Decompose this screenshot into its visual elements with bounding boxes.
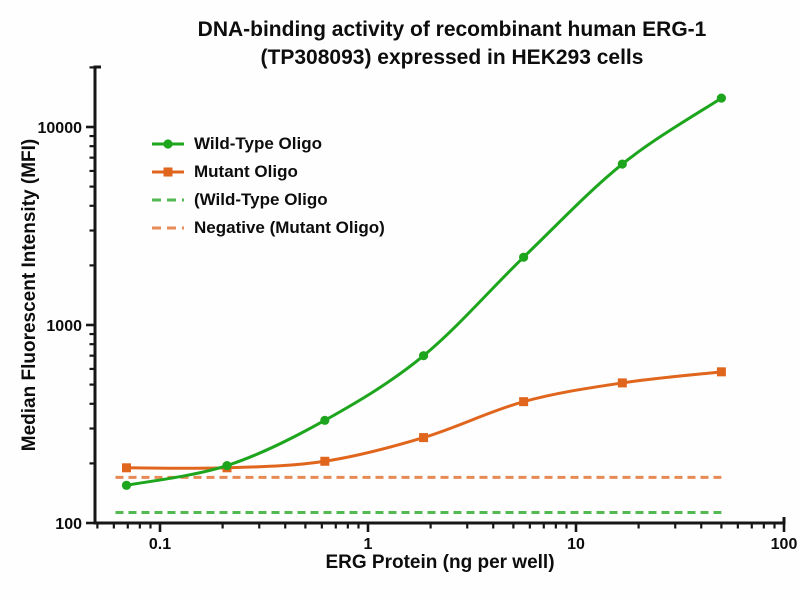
y-tick-label: 100 <box>55 516 82 533</box>
y-axis-title: Median Fluorescent Intensity (MFI) <box>19 138 40 452</box>
legend-label: (Wild-Type Oligo <box>194 190 328 209</box>
data-point-square <box>519 397 529 407</box>
legend-item-3: Negative (Mutant Oligo) <box>151 214 385 242</box>
series-line-mutant-oligo <box>124 370 723 470</box>
legend-swatch-icon <box>152 198 184 202</box>
data-point-circle <box>320 415 330 425</box>
legend: Wild-Type Oligo Mutant Oligo (Wild-Type Ol… <box>151 130 385 242</box>
data-point-square <box>419 433 429 443</box>
chart-title: DNA-binding activity of recombinant huma… <box>198 16 707 72</box>
y-tick-label: 1000 <box>46 318 82 335</box>
y-tick-label: 10000 <box>38 120 83 137</box>
legend-label: Negative (Mutant Oligo) <box>194 218 385 237</box>
x-tick-label: 0.1 <box>149 536 171 553</box>
legend-item-2: (Wild-Type Oligo <box>151 186 385 214</box>
legend-label: Mutant Oligo <box>194 162 298 181</box>
chart-title-line1: DNA-binding activity of recombinant huma… <box>197 18 707 41</box>
legend-label: Wild-Type Oligo <box>194 134 322 153</box>
legend-swatch-icon <box>152 139 184 149</box>
x-tick-label: 10 <box>567 536 585 553</box>
legend-swatch-icon <box>152 226 184 230</box>
legend-swatch-icon <box>152 167 184 177</box>
data-point-circle <box>617 159 627 169</box>
legend-item-0: Wild-Type Oligo <box>151 130 385 158</box>
data-point-square <box>320 456 330 466</box>
data-point-square <box>617 378 627 388</box>
data-point-circle <box>222 460 232 471</box>
data-point-circle <box>121 480 132 490</box>
data-point-square <box>716 367 726 377</box>
data-point-square <box>121 463 131 473</box>
legend-item-1: Mutant Oligo <box>151 158 385 186</box>
data-point-circle <box>519 252 529 262</box>
x-axis-title: ERG Protein (ng per well) <box>325 552 555 573</box>
chart-title-line2: (TP308093) expressed in HEK293 cells <box>260 46 644 69</box>
x-tick-label: 1 <box>364 536 373 553</box>
data-point-circle <box>418 351 429 361</box>
x-tick-label: 100 <box>771 536 798 553</box>
data-point-circle <box>716 93 726 103</box>
